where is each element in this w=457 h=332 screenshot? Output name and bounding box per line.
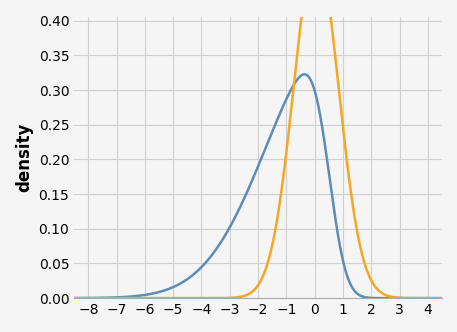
- Y-axis label: density: density: [15, 123, 33, 193]
